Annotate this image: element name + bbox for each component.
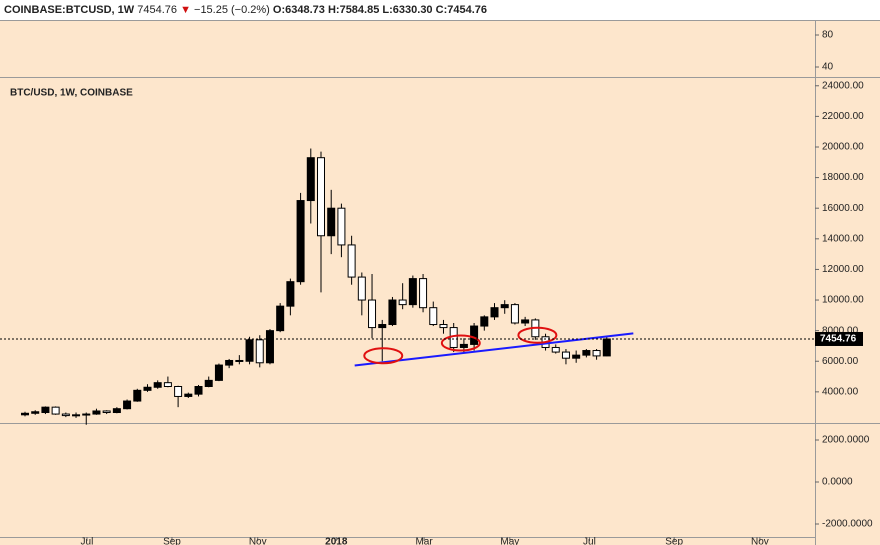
candle-body <box>245 339 254 362</box>
candle-body <box>143 386 152 391</box>
header-bar <box>0 0 880 20</box>
candle-body <box>357 276 366 301</box>
last-price-label: 7454.76 <box>820 334 857 345</box>
candle-body <box>225 359 234 366</box>
candle-body <box>408 278 417 306</box>
candle-body <box>388 299 397 326</box>
candle-body <box>21 412 30 416</box>
candle-body <box>235 359 244 362</box>
x-tick-label: Jul <box>81 537 94 545</box>
candle-body <box>31 411 40 414</box>
trendline <box>354 332 634 367</box>
y-tick-label: 6000.00 <box>822 356 859 367</box>
x-tick-label: Nov <box>751 537 769 545</box>
candle-body <box>480 316 489 327</box>
close: C:7454.76 <box>436 4 487 16</box>
y-tick-label: 10000.00 <box>822 295 864 306</box>
y-tick-label: 2000.0000 <box>822 435 870 446</box>
candle-body <box>561 351 570 359</box>
candle-body <box>521 319 530 324</box>
candle-body <box>378 324 387 329</box>
candle-body <box>337 207 346 246</box>
candle-body <box>419 278 428 309</box>
y-tick-label: 24000.00 <box>822 80 864 91</box>
candle-body <box>61 413 70 417</box>
candle-body <box>163 382 172 387</box>
open: O:6348.73 <box>273 4 325 16</box>
candle-body <box>459 343 468 348</box>
candle-body <box>439 324 448 329</box>
candle-body <box>51 406 60 415</box>
pane-label: BTC/USD, 1W, COINBASE <box>10 88 133 99</box>
candle-body <box>92 410 101 415</box>
highlight-ellipse <box>517 326 558 344</box>
candle-body <box>368 299 377 329</box>
candle-body <box>153 382 162 388</box>
x-tick-label: Sep <box>163 537 181 545</box>
candle-body <box>510 304 519 324</box>
y-tick-label: 18000.00 <box>822 172 864 183</box>
change: −15.25 (−0.2%) <box>194 4 270 16</box>
candle-body <box>347 244 356 278</box>
candle-body <box>500 304 509 309</box>
x-tick-label: Sep <box>665 537 683 545</box>
candle-body <box>265 330 274 364</box>
y-tick-label: 80 <box>822 30 834 41</box>
highlight-ellipse <box>363 347 404 365</box>
candle-body <box>551 346 560 353</box>
x-tick-label: Nov <box>249 537 267 545</box>
candle-body <box>82 413 91 416</box>
candle-body <box>204 379 213 387</box>
candle-body <box>316 157 325 237</box>
high: H:7584.85 <box>328 4 379 16</box>
change-arrow: ▼ <box>180 4 191 16</box>
low: L:6330.30 <box>382 4 432 16</box>
candle-body <box>133 389 142 402</box>
candle-body <box>602 338 611 357</box>
y-tick-label: 14000.00 <box>822 233 864 244</box>
candle-body <box>327 207 336 237</box>
candle-body <box>276 305 285 332</box>
y-tick-label: 4000.00 <box>822 386 859 397</box>
candle-body <box>490 307 499 318</box>
highlight-ellipse <box>440 334 481 352</box>
x-tick-label: 2018 <box>325 537 348 545</box>
candle-body <box>214 364 223 381</box>
x-tick-label: May <box>500 537 519 545</box>
candle-body <box>174 385 183 397</box>
y-tick-label: -2000.0000 <box>822 519 873 530</box>
y-tick-label: 12000.00 <box>822 264 864 275</box>
candle-body <box>112 408 121 414</box>
y-tick-label: 20000.00 <box>822 142 864 153</box>
candle-body <box>255 339 264 364</box>
candle-body <box>592 350 601 357</box>
candle-body <box>470 325 479 345</box>
candle-body <box>41 406 50 414</box>
x-tick-label: Mar <box>415 537 433 545</box>
candle-body <box>398 299 407 306</box>
candle-body <box>123 400 132 410</box>
candle-body <box>184 393 193 397</box>
last-price-box <box>815 331 863 346</box>
y-tick-label: 8000.00 <box>822 325 859 336</box>
candle-body <box>306 157 315 202</box>
candle-body <box>572 354 581 359</box>
last-price: 7454.76 <box>137 4 177 16</box>
candle-body <box>429 307 438 326</box>
x-tick-label: Jul <box>583 537 596 545</box>
candle-body <box>194 385 203 395</box>
y-tick-label: 16000.00 <box>822 203 864 214</box>
y-tick-label: 40 <box>822 62 834 73</box>
y-tick-label: 0.0000 <box>822 477 853 488</box>
symbol: COINBASE:BTCUSD, 1W <box>4 4 135 16</box>
header: COINBASE:BTCUSD, 1W 7454.76 ▼ −15.25 (−0… <box>4 4 487 16</box>
candle-body <box>102 410 111 414</box>
candle-body <box>72 414 81 417</box>
candle-body <box>286 281 295 307</box>
y-tick-label: 22000.00 <box>822 111 864 122</box>
candle-body <box>296 200 305 283</box>
candle-body <box>582 350 591 356</box>
